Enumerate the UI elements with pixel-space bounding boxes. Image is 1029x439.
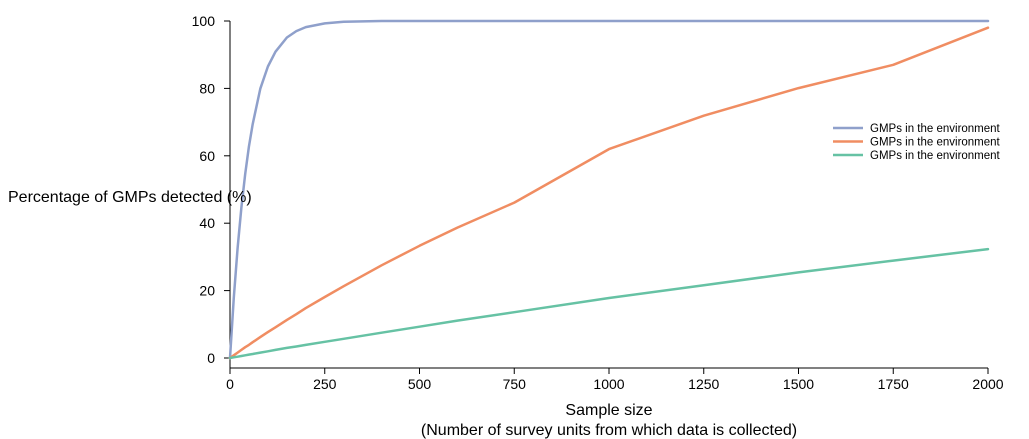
legend-label: GMPs in the environment <box>870 137 1001 149</box>
y-tick-label: 0 <box>207 350 215 366</box>
x-tick-label: 500 <box>408 376 432 392</box>
x-tick-label: 750 <box>503 376 527 392</box>
series-line-3 <box>228 247 990 360</box>
x-axis-subtitle: (Number of survey units from which data … <box>421 422 797 439</box>
y-axis-title: Percentage of GMPs detected (%) <box>8 189 252 206</box>
x-ticks: 0 250 500 750 1000 1250 1500 1750 2000 <box>226 368 1004 392</box>
y-tick-label: 20 <box>199 283 215 299</box>
legend-label: GMPs in the environment <box>870 123 1001 135</box>
x-tick-label: 0 <box>226 376 234 392</box>
x-axis-title: Sample size <box>565 402 652 419</box>
y-tick-label: 80 <box>199 80 215 96</box>
x-tick-label: 250 <box>313 376 337 392</box>
x-tick-label: 1250 <box>688 376 719 392</box>
x-tick-label: 1000 <box>593 376 624 392</box>
x-tick-label: 1500 <box>783 376 814 392</box>
x-tick-label: 1750 <box>878 376 909 392</box>
y-ticks: 0 20 40 60 80 100 <box>192 13 230 366</box>
x-tick-label: 2000 <box>972 376 1003 392</box>
series-line-2 <box>228 26 990 360</box>
y-tick-label: 100 <box>192 13 216 29</box>
legend-label: GMPs in the environment <box>870 150 1001 162</box>
axes <box>229 21 988 369</box>
series-line-1 <box>228 19 990 360</box>
series-lines <box>228 19 990 360</box>
y-tick-label: 60 <box>199 148 215 164</box>
y-tick-label: 40 <box>199 215 215 231</box>
